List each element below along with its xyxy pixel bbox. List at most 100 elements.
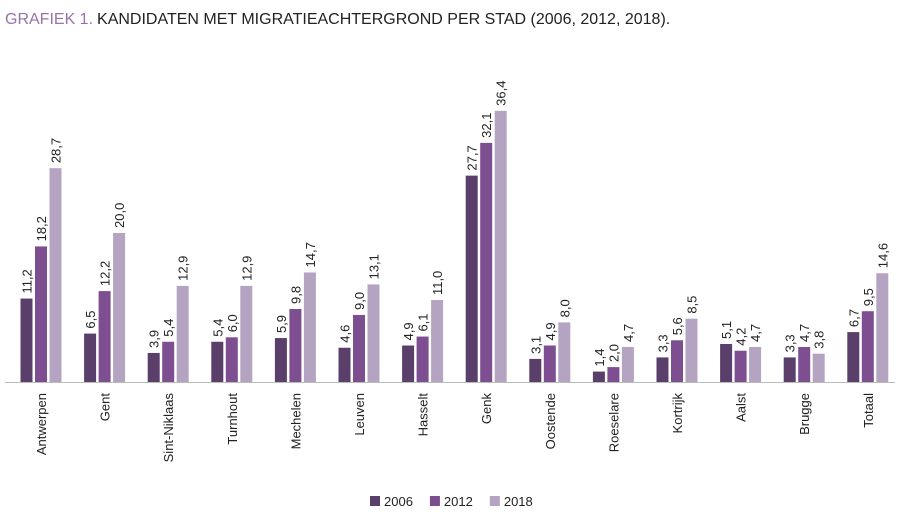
value-label: 14,6 bbox=[875, 243, 890, 268]
value-label: 6,5 bbox=[83, 310, 98, 328]
value-label: 32,1 bbox=[479, 113, 494, 138]
value-label: 6,0 bbox=[225, 314, 240, 332]
value-label: 4,2 bbox=[734, 328, 749, 346]
legend-label: 2012 bbox=[444, 494, 473, 509]
value-label: 11,0 bbox=[430, 271, 445, 295]
x-tick-label: Leuven bbox=[352, 393, 367, 436]
value-label: 12,9 bbox=[239, 256, 254, 281]
legend-swatch bbox=[489, 496, 500, 506]
value-label: 6,7 bbox=[846, 309, 861, 327]
value-label: 12,9 bbox=[176, 256, 191, 281]
x-tick-label: Totaal bbox=[861, 393, 876, 428]
bar bbox=[402, 345, 415, 382]
value-label: 18,2 bbox=[34, 216, 49, 241]
value-label: 5,4 bbox=[161, 319, 176, 337]
bar bbox=[353, 314, 365, 382]
value-label: 14,7 bbox=[303, 242, 318, 267]
bar bbox=[113, 233, 126, 382]
bar bbox=[289, 308, 302, 382]
value-label: 3,9 bbox=[147, 330, 162, 348]
x-tick-label: Brugge bbox=[797, 393, 812, 435]
bar bbox=[847, 332, 860, 382]
bar bbox=[20, 298, 33, 382]
x-tick-label: Aalst bbox=[734, 393, 749, 422]
bar bbox=[783, 357, 796, 382]
bar bbox=[543, 345, 556, 382]
bar bbox=[338, 347, 351, 382]
x-tick-label: Antwerpen bbox=[34, 393, 49, 455]
bar bbox=[274, 338, 287, 382]
value-label: 9,0 bbox=[352, 292, 367, 310]
bar bbox=[465, 175, 478, 382]
bar bbox=[720, 344, 733, 382]
value-label: 9,8 bbox=[288, 286, 303, 304]
value-label: 3,3 bbox=[656, 334, 671, 352]
bar bbox=[211, 341, 224, 382]
value-label: 2,0 bbox=[606, 344, 621, 362]
value-label: 8,5 bbox=[685, 296, 700, 314]
bar bbox=[367, 284, 380, 382]
bar bbox=[494, 110, 507, 382]
bar bbox=[592, 371, 605, 382]
value-label: 4,7 bbox=[748, 324, 763, 342]
bar bbox=[734, 350, 747, 382]
bar bbox=[621, 346, 634, 382]
x-tick-label: Sint-Niklaas bbox=[161, 393, 176, 463]
bar bbox=[558, 322, 571, 382]
value-label: 4,9 bbox=[401, 322, 416, 340]
value-label: 4,7 bbox=[797, 324, 812, 342]
bar bbox=[812, 353, 825, 382]
x-tick-label: Genk bbox=[479, 393, 494, 425]
x-tick-label: Gent bbox=[98, 393, 113, 422]
x-tick-label: Mechelen bbox=[288, 393, 303, 449]
bar bbox=[84, 333, 97, 382]
x-tick-label: Oostende bbox=[543, 393, 558, 449]
value-label: 3,8 bbox=[812, 331, 827, 349]
value-label: 3,3 bbox=[783, 334, 798, 352]
bar bbox=[685, 318, 698, 382]
value-label: 4,7 bbox=[621, 324, 636, 342]
legend-swatch bbox=[429, 496, 440, 506]
legend-swatch bbox=[370, 496, 380, 506]
value-label: 9,5 bbox=[861, 288, 876, 306]
value-label: 20,0 bbox=[112, 203, 127, 228]
title-text: KANDIDATEN MET MIGRATIEACHTERGROND PER S… bbox=[97, 11, 670, 28]
value-label: 1,4 bbox=[592, 348, 607, 366]
bar bbox=[225, 337, 238, 382]
value-label: 5,9 bbox=[274, 315, 289, 333]
title-label: GRAFIEK 1. bbox=[5, 11, 93, 28]
value-label: 13,1 bbox=[367, 254, 382, 279]
bar bbox=[607, 367, 620, 382]
bar bbox=[240, 285, 253, 382]
chart-title: GRAFIEK 1. KANDIDATEN MET MIGRATIEACHTERG… bbox=[5, 11, 670, 28]
value-label: 27,7 bbox=[465, 145, 480, 170]
bar bbox=[162, 341, 175, 382]
bar bbox=[416, 336, 429, 382]
x-tick-label: Kortrijk bbox=[670, 393, 685, 434]
bar bbox=[671, 340, 683, 382]
value-label: 5,1 bbox=[719, 321, 734, 339]
value-label: 28,7 bbox=[49, 138, 64, 163]
value-label: 8,0 bbox=[557, 299, 572, 317]
bar bbox=[176, 285, 189, 382]
value-label: 36,4 bbox=[494, 81, 509, 106]
bar bbox=[431, 300, 444, 382]
bar bbox=[49, 168, 62, 382]
bar bbox=[749, 346, 762, 382]
bar bbox=[480, 142, 493, 382]
value-label: 11,2 bbox=[20, 269, 35, 293]
x-tick-label: Hasselt bbox=[416, 393, 431, 437]
bar bbox=[35, 246, 47, 382]
bar bbox=[98, 291, 111, 382]
legend-label: 2006 bbox=[384, 494, 413, 509]
legend-label: 2018 bbox=[504, 494, 533, 509]
value-label: 12,2 bbox=[98, 261, 113, 286]
bar bbox=[147, 352, 160, 382]
x-tick-label: Roeselare bbox=[606, 393, 621, 452]
bar bbox=[876, 273, 889, 382]
bar bbox=[303, 272, 316, 382]
value-label: 5,4 bbox=[210, 319, 225, 337]
bar bbox=[861, 311, 874, 382]
value-label: 4,6 bbox=[338, 325, 353, 343]
